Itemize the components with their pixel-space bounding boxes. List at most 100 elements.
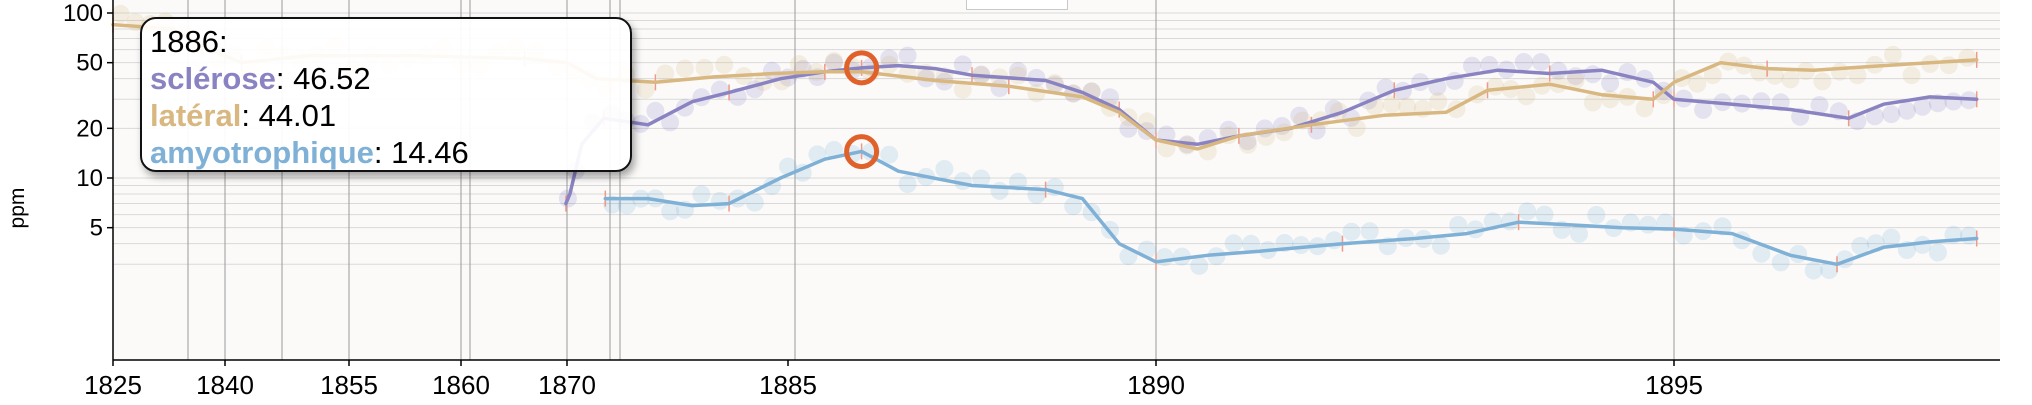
scatter-point [1601, 90, 1620, 109]
y-tick-label: 10 [76, 165, 103, 192]
scatter-point [1635, 99, 1654, 118]
scatter-point [953, 55, 972, 74]
scatter-point [1810, 96, 1829, 115]
tooltip-series-name: amyotrophique [150, 135, 374, 170]
tooltip-series-name: sclérose [150, 61, 276, 96]
x-tick-label: 1825 [84, 370, 142, 400]
scatter-point [1913, 235, 1932, 254]
scatter-point [1398, 97, 1417, 116]
scatter-point [1703, 66, 1722, 85]
range-selector[interactable] [966, 0, 1068, 10]
scatter-point [1882, 228, 1901, 247]
scatter-point [1654, 86, 1673, 105]
scatter-point [646, 101, 665, 120]
scatter-point [111, 4, 130, 23]
scatter-point [1583, 65, 1602, 84]
axes: 5 10 20 50 100 1825 1840 1855 1860 1870 1885 1890 18… [63, 0, 2000, 400]
scatter-point [1883, 45, 1902, 64]
scatter-point [745, 193, 764, 212]
tooltip-series-value: 46.52 [293, 61, 371, 96]
scatter-point [1820, 261, 1839, 279]
scatter-point [935, 160, 954, 178]
scatter-point [1219, 120, 1238, 139]
tooltip-series-name: latéral [150, 98, 242, 133]
scatter-point [953, 80, 972, 99]
scatter-point [1781, 70, 1800, 89]
series-line-sclérose[interactable] [564, 63, 1979, 206]
scatter-point [1238, 135, 1257, 154]
scatter-point [1694, 100, 1713, 119]
scatter-point [1601, 74, 1620, 93]
scatter-point [692, 185, 711, 204]
scatter-point [1882, 105, 1901, 124]
scatter-point [825, 52, 843, 71]
y-tick-label: 50 [76, 50, 103, 77]
x-tick-label: 1840 [196, 370, 254, 400]
scatter-point [661, 113, 680, 132]
series-line-amyotrophique[interactable] [603, 149, 1979, 267]
scatter-point [1944, 92, 1963, 111]
scatter-point [1137, 112, 1156, 131]
scatter-point [1958, 48, 1977, 67]
scatter-point [1382, 95, 1401, 114]
scatter-point [1639, 215, 1658, 234]
scatter-point [656, 64, 675, 83]
hover-tooltip: 1886: sclérose: 46.52 latéral: 44.01 amy… [140, 17, 632, 172]
scatter-point [1939, 56, 1958, 75]
scatter-point [661, 202, 680, 221]
scatter-point [1342, 222, 1361, 241]
scatter-point [1902, 66, 1921, 85]
scatter-point [1463, 56, 1481, 75]
scatter-point [1514, 53, 1533, 71]
scatter-point [1535, 205, 1554, 224]
x-tick-label: 1885 [759, 370, 817, 400]
y-tick-label: 100 [63, 0, 103, 27]
scatter-point [1804, 261, 1823, 280]
highlight-markers [844, 50, 880, 170]
scatter-point [898, 175, 917, 193]
x-tick-label: 1895 [1645, 370, 1703, 400]
scatter-point [1587, 206, 1606, 224]
x-tick-label: 1860 [432, 370, 490, 400]
scatter-point [1517, 87, 1536, 106]
scatter-point [1865, 107, 1884, 126]
scatter-point [825, 141, 843, 159]
scatter-point [880, 145, 899, 164]
y-tick-label: 20 [76, 115, 103, 142]
scatter-point [1960, 226, 1978, 245]
scatter-point [1830, 62, 1849, 81]
scatter-point [1347, 119, 1366, 137]
scatter-point [1583, 93, 1602, 112]
scatter-point [1449, 216, 1468, 234]
tooltip-row-sclerose: sclérose: 46.52 [150, 61, 371, 96]
scatter-point [1549, 61, 1568, 80]
scatter-point [1275, 123, 1294, 142]
scatter-point [880, 49, 899, 68]
scatter-point [1570, 224, 1588, 243]
scatter-point [695, 58, 714, 77]
y-axis-label: ppm [6, 188, 29, 229]
scatter-point [1566, 71, 1585, 90]
scatter-point [715, 55, 734, 74]
highlight-marker [844, 134, 880, 170]
scatter-point [710, 191, 729, 210]
tooltip-series-value: 44.01 [258, 98, 337, 133]
scatter-point [1518, 202, 1537, 221]
scatter-point [1360, 222, 1379, 241]
scatter-point [990, 181, 1009, 200]
scatter-point [1242, 234, 1260, 253]
y-tick-label: 5 [90, 215, 103, 242]
scatter-point [790, 55, 808, 74]
scatter-point [825, 53, 843, 72]
scatter-point [1290, 106, 1309, 125]
scatter-point [617, 196, 636, 215]
scatter-point [636, 80, 655, 99]
scatter-point [1292, 236, 1310, 255]
tooltip-row-lateral: latéral: 44.01 [150, 98, 337, 133]
scatter-point [1431, 236, 1450, 255]
tooltip-series-value: 14.46 [391, 135, 469, 170]
scatter-point [1928, 243, 1947, 262]
scatter-point [1155, 248, 1174, 267]
